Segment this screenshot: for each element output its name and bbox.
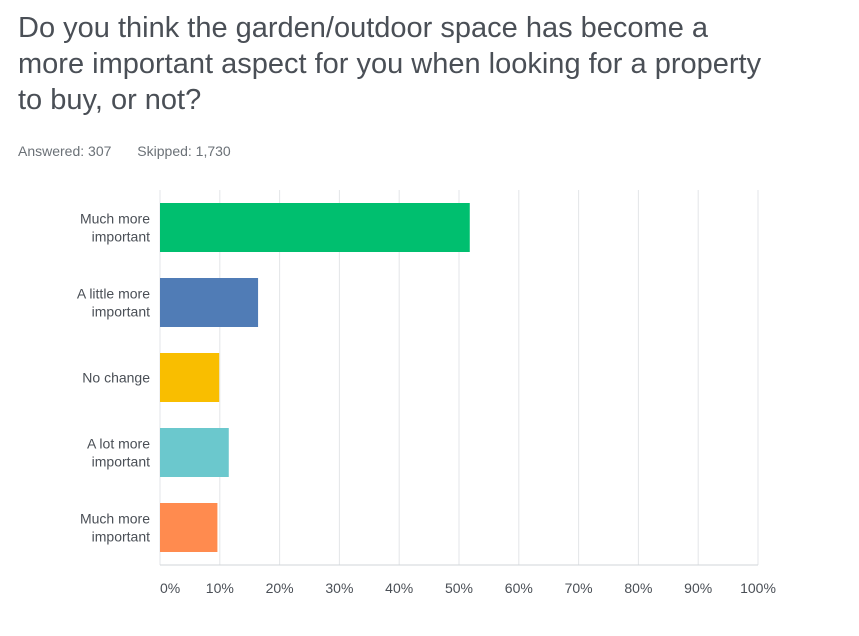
x-axis-tick-labels: 0% 10% 20% 30% 40% 50% 60% 70% 80% 90% 100% xyxy=(160,580,776,596)
bars xyxy=(160,203,470,552)
category-label: No change xyxy=(82,370,150,386)
question-title: Do you think the garden/outdoor space ha… xyxy=(18,12,762,116)
category-labels: Much more important A little more important… xyxy=(77,211,150,545)
category-label: A little more important xyxy=(77,286,150,320)
response-stats: Answered: 307 Skipped: 1,730 xyxy=(18,143,253,159)
bar xyxy=(160,353,220,402)
tick-label: 30% xyxy=(325,580,353,596)
tick-label: 10% xyxy=(206,580,234,596)
tick-label: 90% xyxy=(684,580,712,596)
category-label: A lot more important xyxy=(87,436,150,470)
bar xyxy=(160,278,259,327)
bar xyxy=(160,503,218,552)
bar xyxy=(160,428,229,477)
tick-label: 0% xyxy=(160,580,180,596)
category-label: Much more important xyxy=(80,511,150,545)
tick-label: 40% xyxy=(385,580,413,596)
answered-count: Answered: 307 xyxy=(18,143,112,159)
tick-label: 80% xyxy=(624,580,652,596)
tick-label: 70% xyxy=(565,580,593,596)
skipped-count: Skipped: 1,730 xyxy=(137,143,231,159)
tick-label: 20% xyxy=(266,580,294,596)
tick-label: 100% xyxy=(740,580,776,596)
tick-label: 60% xyxy=(505,580,533,596)
tick-label: 50% xyxy=(445,580,473,596)
category-label: Much more important xyxy=(80,211,150,245)
bar xyxy=(160,203,470,252)
